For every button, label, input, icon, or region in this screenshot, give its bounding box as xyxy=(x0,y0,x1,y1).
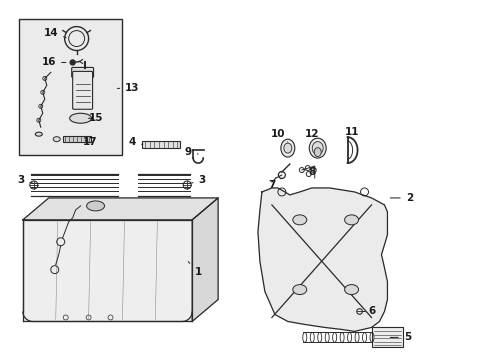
Ellipse shape xyxy=(292,285,306,294)
FancyBboxPatch shape xyxy=(19,19,122,155)
Circle shape xyxy=(70,60,75,65)
FancyBboxPatch shape xyxy=(62,136,90,142)
FancyBboxPatch shape xyxy=(371,328,403,347)
Polygon shape xyxy=(23,220,192,321)
Text: 13: 13 xyxy=(117,84,140,93)
Ellipse shape xyxy=(280,139,294,157)
Polygon shape xyxy=(23,198,218,220)
Ellipse shape xyxy=(35,132,42,136)
Text: 3: 3 xyxy=(17,175,33,185)
Text: 7: 7 xyxy=(267,178,281,190)
Text: 16: 16 xyxy=(41,58,66,67)
Ellipse shape xyxy=(314,148,321,157)
FancyBboxPatch shape xyxy=(72,67,93,77)
Text: 8: 8 xyxy=(304,167,315,177)
Text: 2: 2 xyxy=(389,193,412,203)
Text: 17: 17 xyxy=(83,137,98,147)
Text: 9: 9 xyxy=(184,147,198,157)
Polygon shape xyxy=(192,198,218,321)
Text: 1: 1 xyxy=(188,262,202,276)
Text: 12: 12 xyxy=(304,129,318,142)
Text: 5: 5 xyxy=(389,332,410,342)
Ellipse shape xyxy=(344,285,358,294)
Text: 3: 3 xyxy=(190,175,205,185)
Text: 10: 10 xyxy=(270,129,287,142)
Ellipse shape xyxy=(283,143,291,153)
FancyBboxPatch shape xyxy=(142,141,180,148)
Ellipse shape xyxy=(344,215,358,225)
Text: 6: 6 xyxy=(362,306,374,316)
FancyBboxPatch shape xyxy=(73,71,92,109)
Ellipse shape xyxy=(312,141,323,154)
Ellipse shape xyxy=(292,215,306,225)
Ellipse shape xyxy=(53,137,60,141)
Text: 14: 14 xyxy=(43,28,66,38)
Ellipse shape xyxy=(86,201,104,211)
Ellipse shape xyxy=(69,113,91,123)
Text: 4: 4 xyxy=(128,137,142,147)
Text: 11: 11 xyxy=(344,127,358,142)
Text: 15: 15 xyxy=(88,113,102,123)
Polygon shape xyxy=(258,188,386,332)
Ellipse shape xyxy=(308,138,325,158)
